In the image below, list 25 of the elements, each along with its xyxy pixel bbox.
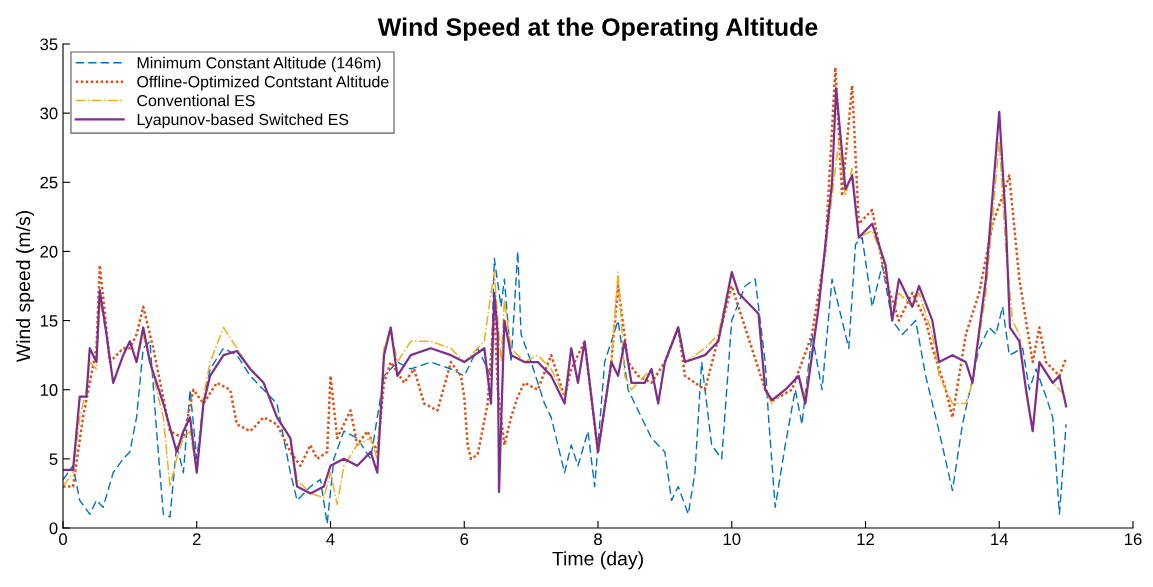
legend-label: Conventional ES xyxy=(137,94,255,107)
y-tick-label: 35 xyxy=(40,38,58,51)
x-axis-title: Time (day) xyxy=(552,551,643,570)
y-tick-label: 30 xyxy=(40,107,58,120)
chart-title: Wind Speed at the Operating Altitude xyxy=(377,17,818,41)
x-tick-label: 4 xyxy=(326,533,335,545)
y-tick-label: 10 xyxy=(40,384,58,396)
y-tick-label: 0 xyxy=(49,522,58,535)
x-tick-label: 10 xyxy=(723,533,741,546)
x-tick-label: 2 xyxy=(192,533,201,545)
x-tick-label: 8 xyxy=(594,533,602,546)
x-tick-label: 14 xyxy=(991,533,1009,545)
legend-label: Lyapunov-based Switched ES xyxy=(137,113,349,129)
x-tick-label: 6 xyxy=(460,533,469,546)
y-tick-label: 15 xyxy=(40,315,58,327)
y-tick-label: 20 xyxy=(40,245,58,258)
x-tick-label: 16 xyxy=(1125,533,1142,546)
line-series xyxy=(63,236,1067,525)
legend-label: Minimum Constant Altitude (146m) xyxy=(137,56,381,72)
y-tick-label: 5 xyxy=(49,453,58,466)
x-tick-label: 12 xyxy=(857,533,874,545)
y-axis-title: Wind speed (m/s) xyxy=(15,211,35,363)
y-tick-label: 25 xyxy=(40,176,58,189)
legend-label: Offline-Optimized Contstant Altitude xyxy=(137,75,389,91)
x-tick-label: 0 xyxy=(59,533,67,546)
